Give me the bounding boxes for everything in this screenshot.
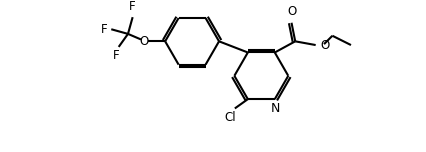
Text: F: F <box>112 49 119 62</box>
Text: Cl: Cl <box>225 111 236 124</box>
Text: O: O <box>320 39 330 52</box>
Text: N: N <box>271 102 280 115</box>
Text: O: O <box>287 5 296 18</box>
Text: O: O <box>139 35 148 48</box>
Text: F: F <box>101 23 107 36</box>
Text: F: F <box>130 0 136 14</box>
